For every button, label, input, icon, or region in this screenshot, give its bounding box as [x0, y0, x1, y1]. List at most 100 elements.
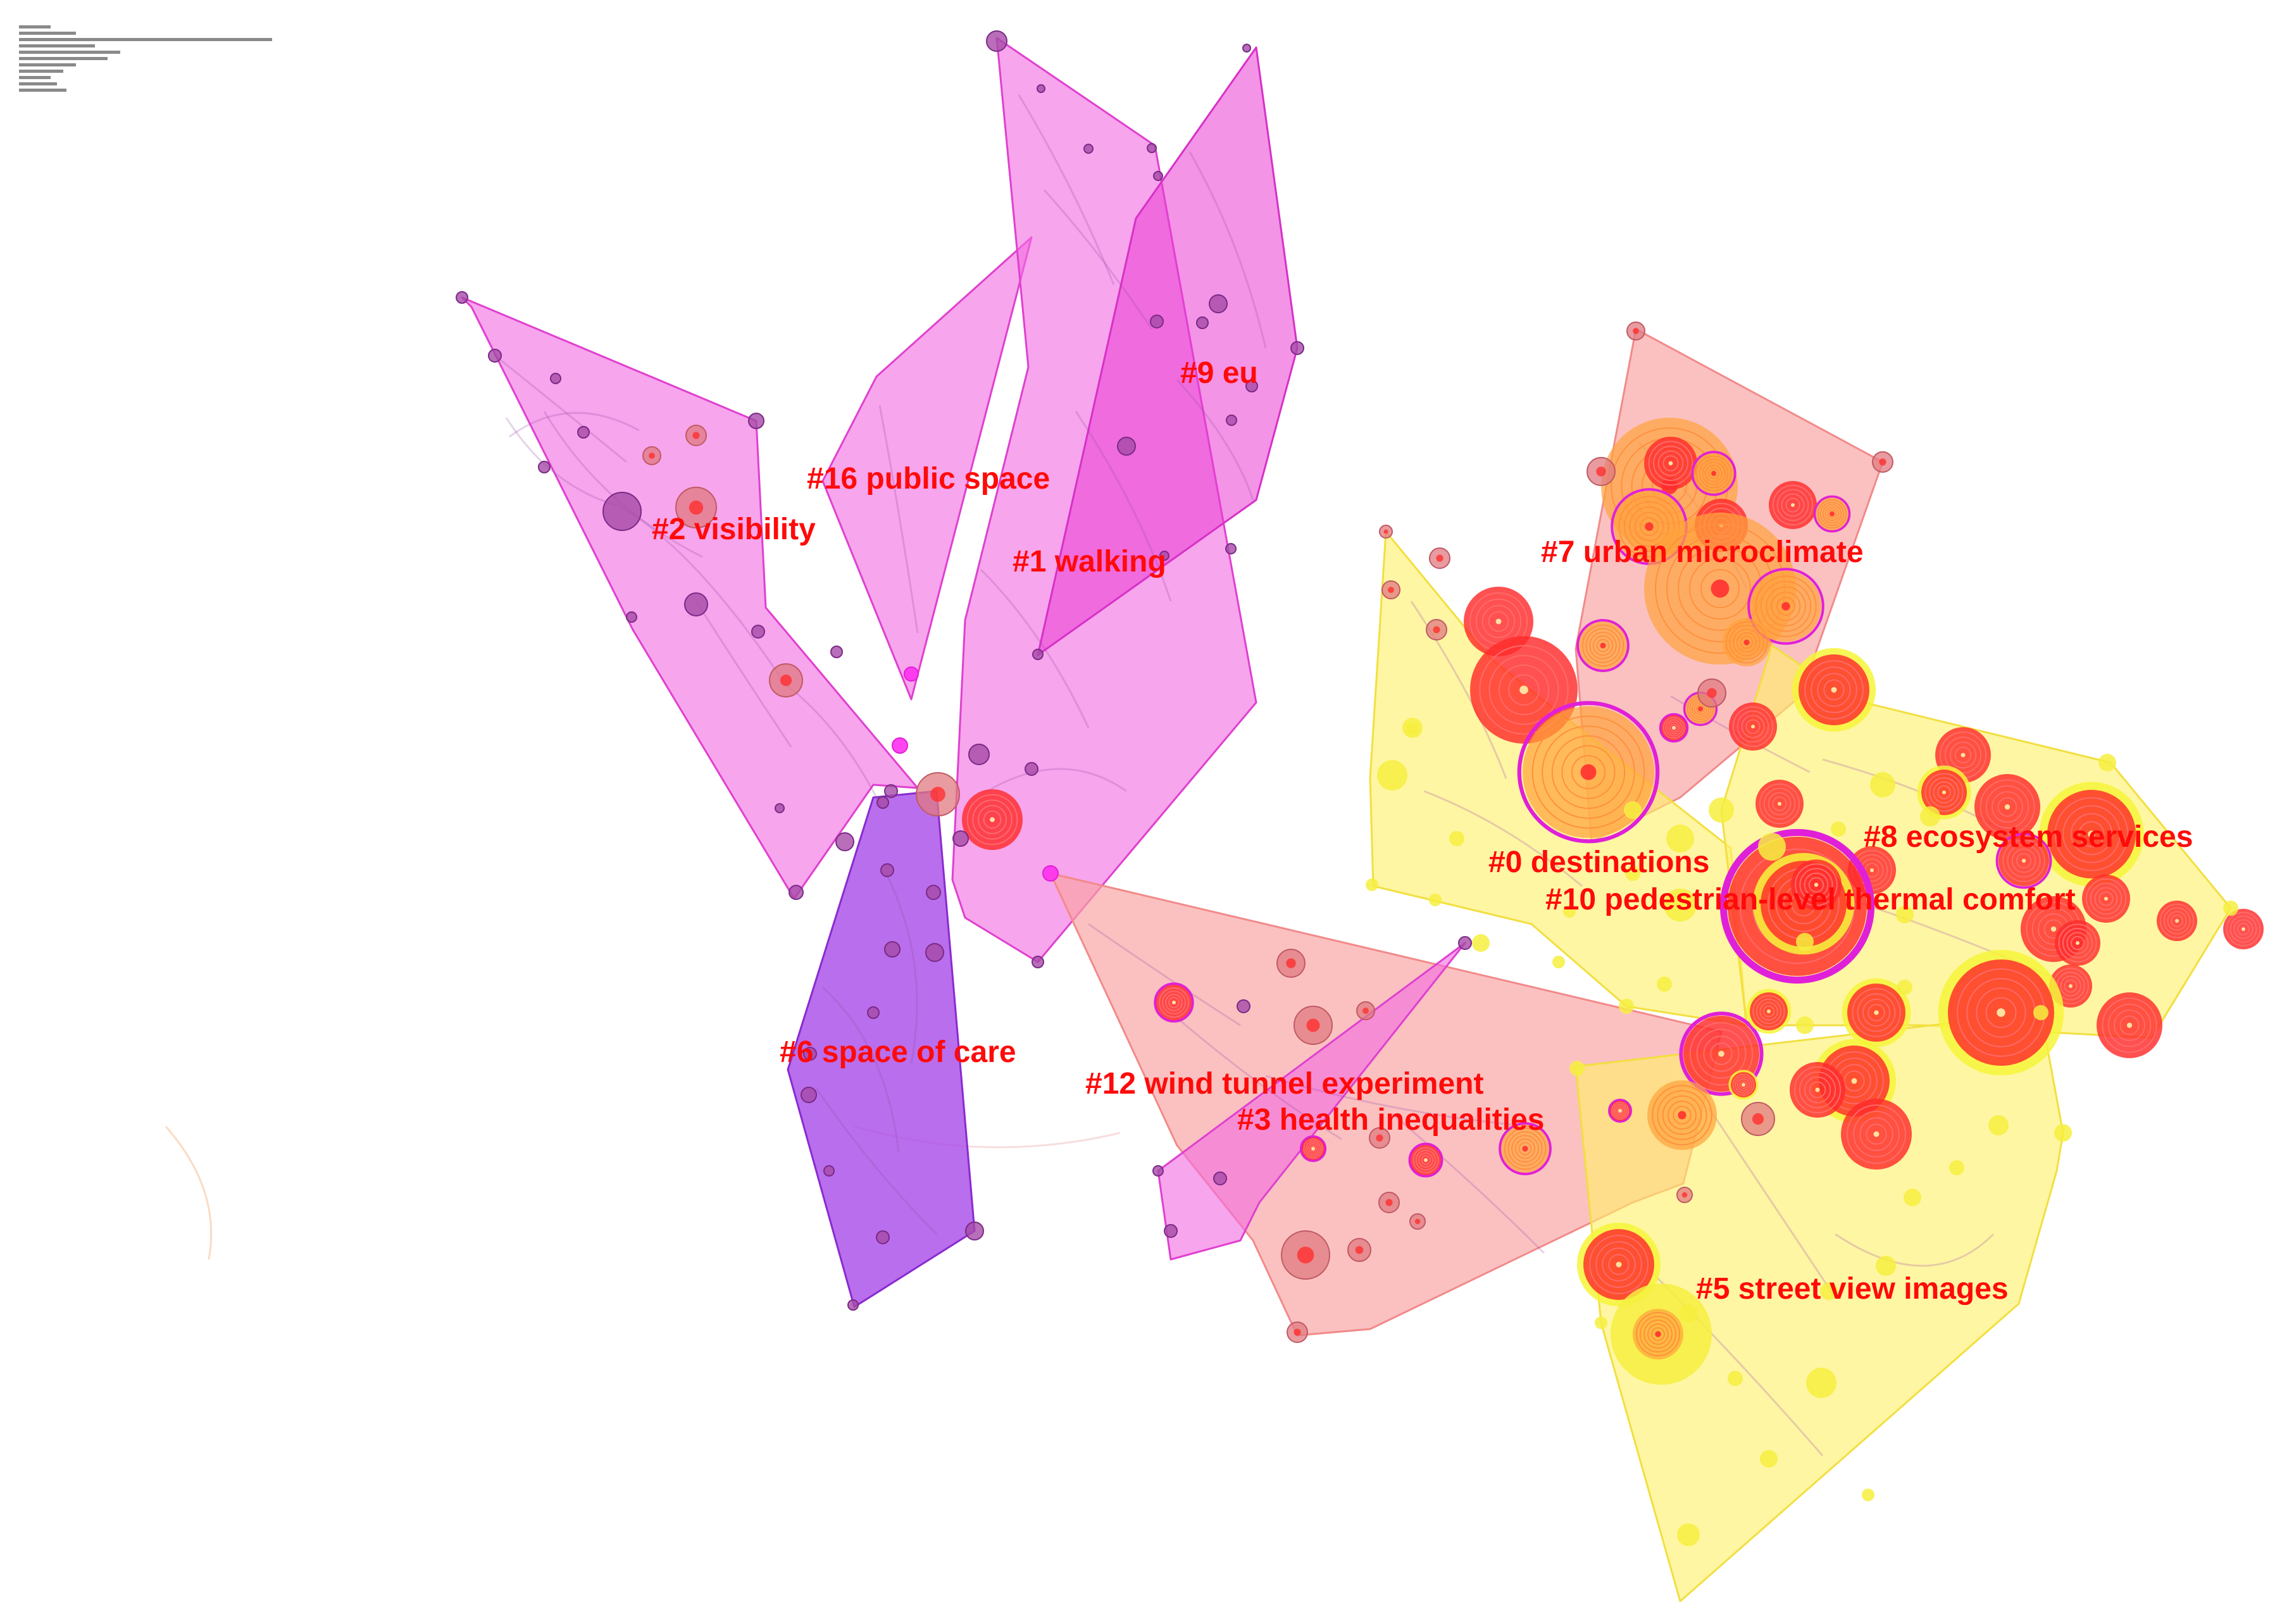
network-node	[876, 1230, 890, 1244]
cluster-label-12: #12 wind tunnel experiment	[1085, 1067, 1484, 1101]
network-node	[1276, 949, 1306, 978]
network-node	[1290, 341, 1304, 355]
network-node	[1426, 619, 1447, 640]
network-node	[884, 941, 901, 958]
network-node	[1083, 144, 1094, 154]
network-node	[1625, 866, 1640, 881]
network-node	[1037, 84, 1045, 93]
network-node	[1366, 878, 1378, 891]
cluster-label-3: #3 health inequalities	[1237, 1103, 1544, 1137]
network-node	[1408, 1142, 1443, 1178]
network-node	[2039, 782, 2144, 887]
cluster-labels: #2 visibility #16 public space #1 walkin…	[652, 356, 2193, 1306]
network-node	[1746, 989, 1792, 1034]
network-node	[2033, 1005, 2048, 1020]
network-node	[1760, 1450, 1778, 1468]
metadata-block	[19, 25, 272, 92]
network-node	[1949, 1160, 1964, 1175]
cluster-label-2: #2 visibility	[652, 513, 816, 546]
network-node	[1872, 451, 1893, 473]
network-node	[1356, 1001, 1375, 1020]
network-node	[904, 666, 919, 682]
network-node	[876, 796, 889, 809]
network-node	[1587, 457, 1616, 486]
network-node	[884, 784, 898, 798]
network-node	[1209, 294, 1228, 313]
network-node	[1225, 543, 1237, 554]
network-node	[1792, 647, 1876, 732]
network-node	[1213, 1171, 1227, 1185]
network-node	[1820, 1282, 1838, 1300]
network-node	[962, 789, 1023, 850]
network-node	[550, 373, 561, 384]
network-node	[1429, 547, 1450, 569]
network-node	[1150, 315, 1164, 328]
network-node	[1796, 1016, 1814, 1034]
network-node	[1569, 1061, 1585, 1076]
network-node	[775, 803, 785, 813]
network-node	[1624, 801, 1642, 819]
network-node	[1595, 1316, 1607, 1329]
network-node	[1153, 171, 1163, 181]
network-node	[1042, 865, 1059, 882]
network-node	[1938, 949, 2064, 1076]
network-node	[1790, 1062, 1845, 1118]
hull-cluster-16	[821, 236, 1033, 701]
cluster-label-8: #8 ecosystem services	[1864, 820, 2193, 854]
network-node	[1728, 1371, 1743, 1386]
network-node	[1381, 580, 1400, 599]
network-node	[1164, 1224, 1178, 1238]
network-node	[1709, 797, 1734, 823]
network-node	[789, 885, 804, 900]
network-node	[1896, 906, 1914, 923]
cluster-label-16: #16 public space	[807, 462, 1050, 496]
network-node	[1117, 437, 1136, 456]
network-node	[2055, 920, 2100, 966]
network-node	[1791, 859, 1842, 910]
network-node	[1657, 977, 1672, 992]
network-node	[1862, 1489, 1874, 1501]
network-node	[769, 663, 803, 697]
network-node	[925, 943, 944, 962]
network-node	[965, 1221, 984, 1240]
network-node	[1159, 551, 1169, 561]
network-node	[1723, 618, 1771, 666]
network-node	[1032, 956, 1044, 968]
cluster-label-7: #7 urban microclimate	[1541, 535, 1864, 569]
hull-cluster-12	[1157, 942, 1466, 1261]
network-node	[1237, 999, 1250, 1013]
network-node	[1995, 832, 2052, 889]
network-node	[675, 487, 717, 528]
network-node	[1747, 568, 1824, 645]
network-node	[1563, 905, 1576, 918]
network-node	[880, 863, 894, 877]
citation-links	[493, 94, 2076, 1456]
network-node	[1917, 765, 1971, 820]
cluster-label-10: #10 pedestrian-level thermal comfort	[1545, 883, 2076, 916]
network-node	[1806, 1368, 1836, 1398]
network-node	[1499, 1122, 1552, 1175]
network-node	[2098, 754, 2116, 771]
network-node	[1025, 762, 1038, 776]
network-node	[1974, 774, 2040, 840]
network-node	[1741, 1102, 1775, 1136]
network-node	[602, 492, 642, 531]
network-node	[803, 1047, 817, 1061]
network-node	[2097, 992, 2162, 1058]
network-node	[1796, 933, 1814, 951]
network-node	[1677, 1523, 1700, 1546]
network-node	[685, 425, 707, 446]
network-node	[1472, 934, 1490, 952]
network-node	[1676, 1187, 1693, 1203]
network-node	[1758, 833, 1786, 861]
network-node	[1728, 1070, 1759, 1100]
cluster-label-6: #6 space of care	[780, 1035, 1016, 1069]
network-node	[801, 1087, 817, 1103]
network-node	[642, 446, 661, 465]
network-node	[1287, 1321, 1308, 1343]
network-node	[1633, 1309, 1683, 1359]
network-node	[1369, 1127, 1390, 1149]
network-node	[1152, 1165, 1164, 1177]
network-node	[968, 744, 990, 765]
network-node	[626, 611, 637, 623]
